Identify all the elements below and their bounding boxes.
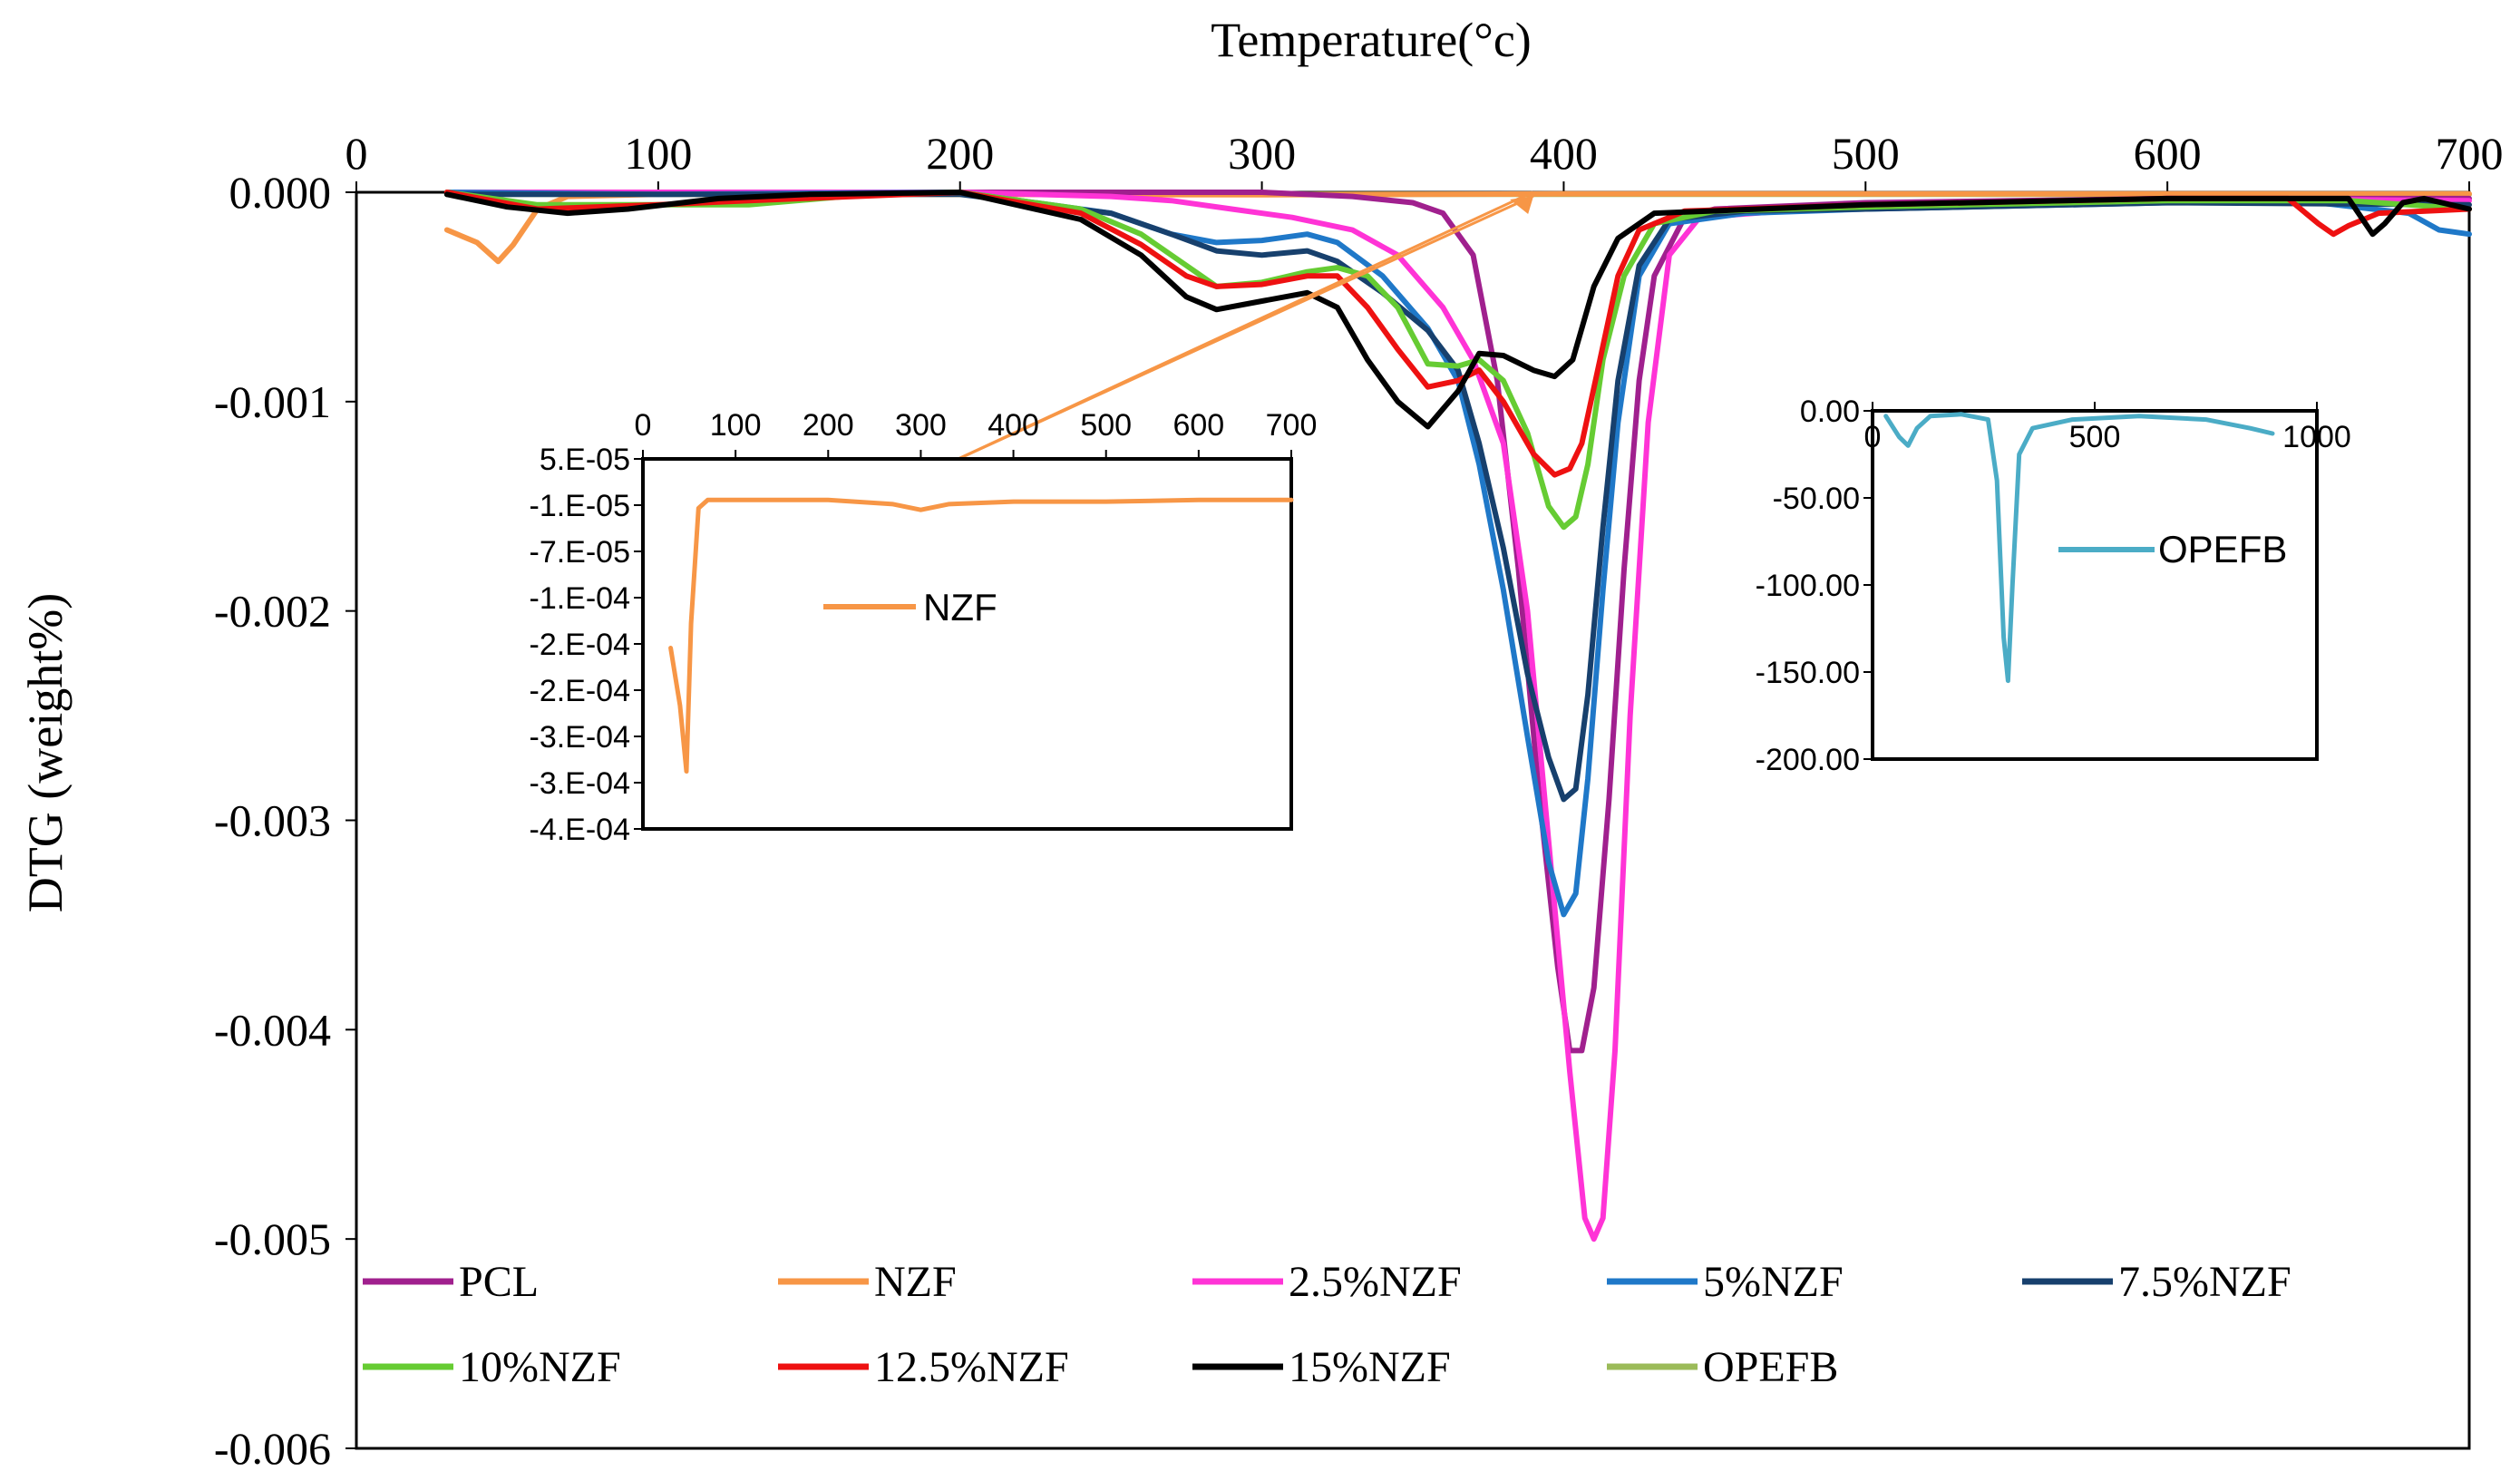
- main-xtick-label: 200: [926, 128, 994, 179]
- opefb-inset: 0 500 1000 0.00 -50.00 -100.00 -150.00 -200.00 O…: [1756, 395, 2351, 777]
- legend-label-pcl: PCL: [459, 1258, 539, 1306]
- inset-opefb-frame: [1871, 409, 2319, 761]
- inset-nzf-xtick-label: 400: [988, 408, 1039, 443]
- inset-nzf-ytick-label: -3.E-04: [530, 766, 631, 801]
- main-xtick-label: 100: [624, 128, 692, 179]
- main-xtick-label: 300: [1228, 128, 1296, 179]
- x-axis-title: Temperature(°c): [1211, 13, 1532, 67]
- inset-opefb-series-opefb: [1883, 412, 2275, 684]
- inset-nzf-xtick-label: 200: [803, 408, 854, 443]
- main-series-15-nzf: [443, 190, 2472, 430]
- main-xtick-label: 600: [2134, 128, 2202, 179]
- inset-nzf-ytick-label: -3.E-04: [530, 720, 631, 755]
- main-ytick-label: -0.004: [214, 1004, 331, 1055]
- inset-nzf-xtick-label: 100: [710, 408, 762, 443]
- main-ytick-label: -0.005: [214, 1213, 331, 1264]
- inset-nzf-ytick-label: -1.E-05: [530, 489, 631, 523]
- inset-nzf-ytick-label: -1.E-04: [530, 581, 631, 616]
- inset-opefb-ytick-label: -200.00: [1756, 743, 1860, 777]
- main-xtick-label: 700: [2436, 128, 2504, 179]
- legend-label-15-nzf: 15%NZF: [1289, 1343, 1451, 1391]
- inset-callout-arrow: [926, 190, 1534, 475]
- inset-nzf-xtick-label: 300: [895, 408, 947, 443]
- nzf-inset: 0 100 200 300 400 500 600 700 5.E-05 -1.E-05 -7.E-…: [530, 408, 1318, 847]
- legend-label-5-nzf: 5%NZF: [1703, 1258, 1844, 1306]
- inset-opefb-xtick-label: 0: [1864, 420, 1882, 454]
- legend-label-2-5-nzf: 2.5%NZF: [1289, 1258, 1462, 1306]
- main-series-7-5-nzf: [443, 191, 2472, 803]
- main-xtick-label: 0: [345, 128, 368, 179]
- inset-nzf-ytick-label: 5.E-05: [540, 443, 630, 477]
- inset-opefb-ytick-label: 0.00: [1800, 395, 1860, 429]
- legend-label-7-5-nzf: 7.5%NZF: [2118, 1258, 2291, 1306]
- inset-opefb-xtick-label: 500: [2069, 420, 2121, 454]
- callout-arrowhead: [1510, 196, 1534, 214]
- main-xtick-label: 500: [1832, 128, 1900, 179]
- inset-nzf-frame: [641, 457, 1293, 831]
- opefb-inset-legend-label: OPEFB: [2158, 528, 2287, 570]
- main-ytick-label: 0.000: [229, 167, 332, 218]
- legend-label-10-nzf: 10%NZF: [459, 1343, 621, 1391]
- legend-label-12-5-nzf: 12.5%NZF: [874, 1343, 1069, 1391]
- y-axis-title: DTG (weight%): [18, 593, 73, 912]
- inset-nzf-ytick-label: -7.E-05: [530, 535, 631, 570]
- inset-opefb-ytick-label: -50.00: [1773, 482, 1860, 516]
- callout-line-lower: [926, 190, 1533, 475]
- inset-nzf-series-nzf: [668, 497, 1294, 774]
- main-ytick-label: -0.001: [214, 376, 331, 427]
- main-ytick-label: -0.002: [214, 586, 331, 637]
- legend-label-opefb: OPEFB: [1703, 1343, 1838, 1391]
- main-ytick-label: -0.006: [214, 1423, 331, 1474]
- legend-label-nzf: NZF: [874, 1258, 957, 1306]
- inset-nzf-xtick-label: 600: [1172, 408, 1224, 443]
- inset-nzf-xtick-label: 700: [1266, 408, 1318, 443]
- inset-nzf-ytick-label: -2.E-04: [530, 628, 631, 662]
- inset-nzf-ytick-label: -2.E-04: [530, 674, 631, 708]
- inset-opefb-xtick-label: 1000: [2282, 420, 2351, 454]
- nzf-inset-legend-label: NZF: [923, 586, 997, 628]
- inset-opefb-ytick-label: -100.00: [1756, 569, 1860, 603]
- inset-nzf-xtick-label: 500: [1080, 408, 1132, 443]
- inset-nzf-ytick-label: -4.E-04: [530, 813, 631, 847]
- main-ytick-label: -0.003: [214, 795, 331, 846]
- legend: PCL NZF 2.5%NZF 5%NZF 7.5%NZF 10%NZF 12.5%NZF 1…: [363, 1258, 2291, 1391]
- main-xtick-label: 400: [1530, 128, 1598, 179]
- inset-opefb-ytick-label: -150.00: [1756, 656, 1860, 690]
- inset-nzf-xtick-label: 0: [635, 408, 652, 443]
